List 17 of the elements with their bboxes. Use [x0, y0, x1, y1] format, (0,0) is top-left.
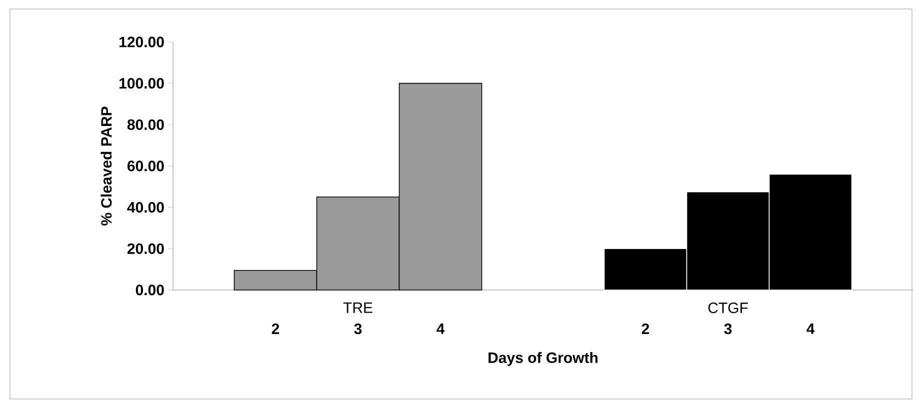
- y-tick-label: 20.00: [127, 243, 164, 254]
- text: 2: [642, 324, 650, 334]
- y-tick-label: 80.00: [127, 119, 164, 130]
- y-tick-label: 120.00: [120, 36, 164, 48]
- y-axis-title: % Cleaved PARP: [100, 106, 112, 226]
- text: 3: [724, 324, 732, 334]
- x-tick-label: CTGF: [708, 302, 748, 314]
- text: 4: [436, 324, 445, 334]
- text: 4: [806, 324, 815, 334]
- y-tick-label: 100.00: [120, 78, 164, 89]
- x-axis-title: Days of Growth: [488, 352, 598, 366]
- text: 3: [354, 324, 362, 334]
- x-tick-label: TRE: [343, 302, 372, 313]
- y-tick-label: 0.00: [136, 284, 164, 296]
- y-tick-label: 40.00: [127, 202, 164, 213]
- text: 2: [272, 324, 280, 334]
- y-tick-label: 60.00: [127, 160, 164, 172]
